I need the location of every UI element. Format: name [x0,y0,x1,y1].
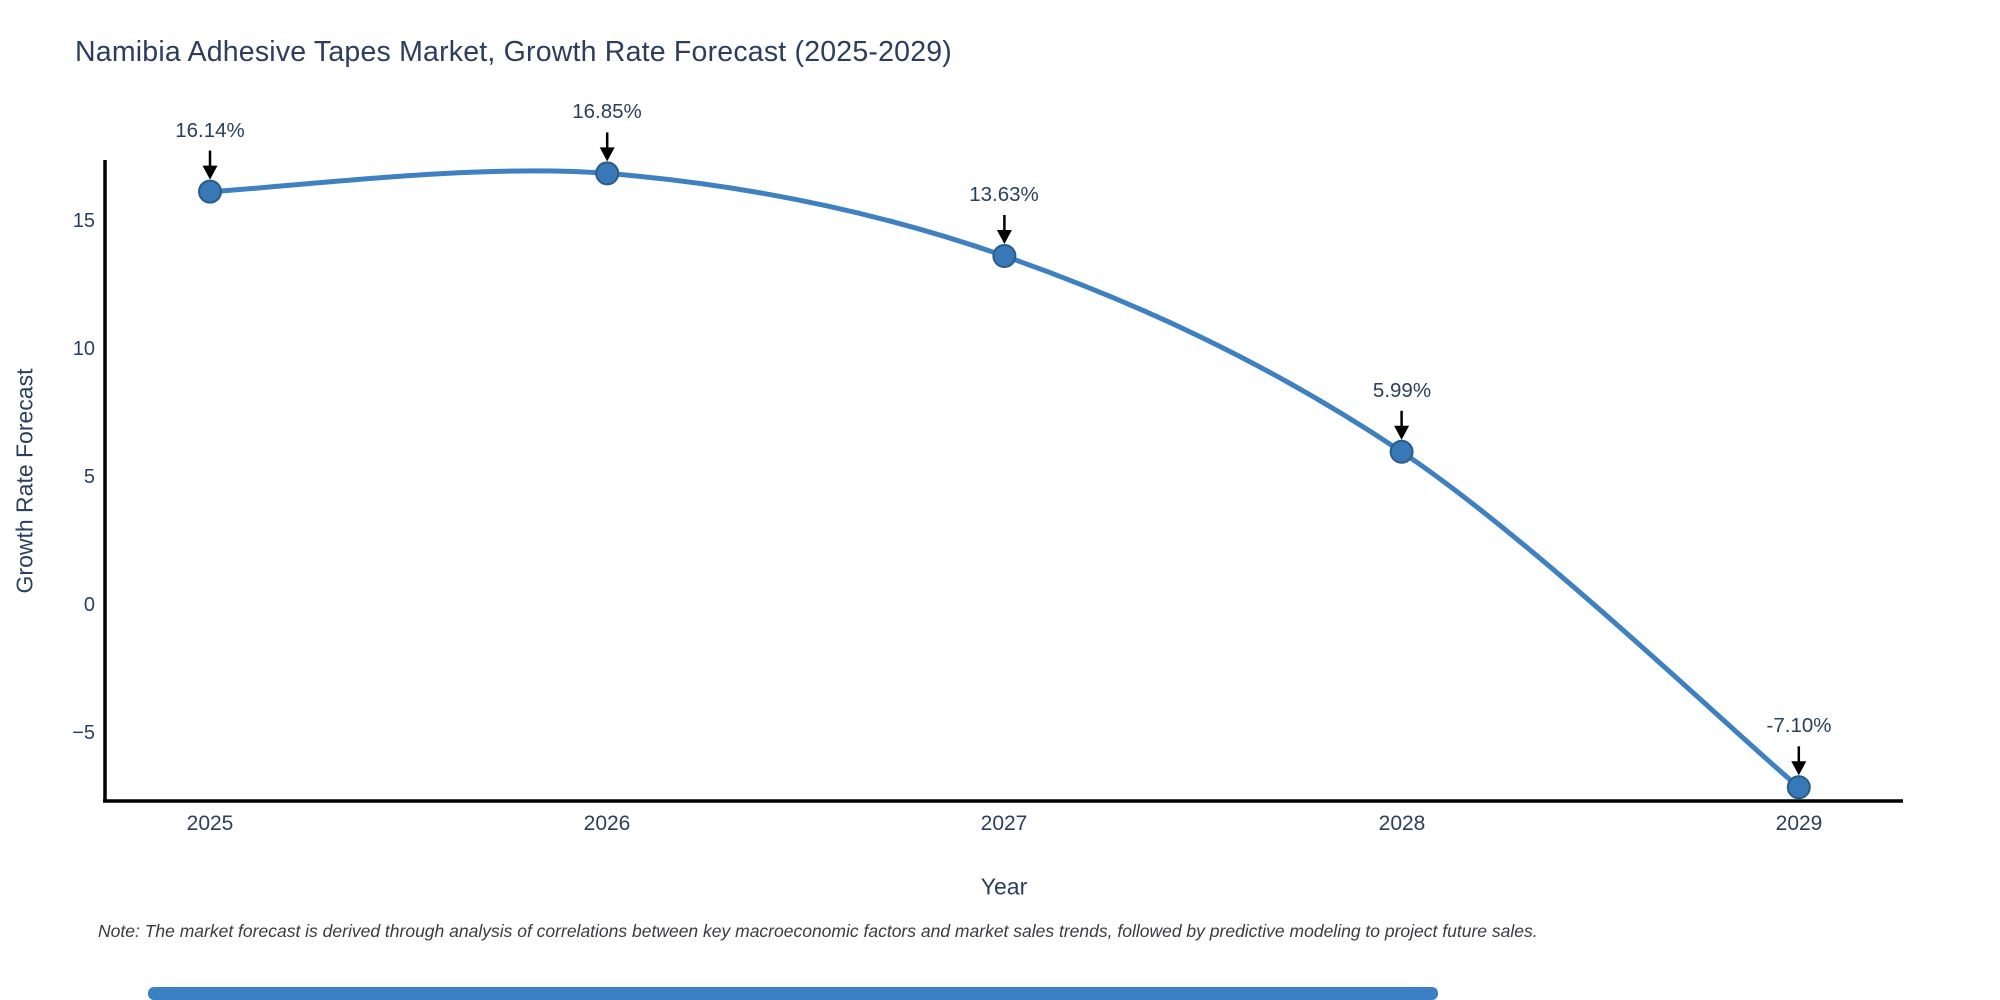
annotation-arrow-head [1791,761,1807,776]
annotation-arrow-head [202,165,218,180]
annotation-arrow-head [1394,425,1410,440]
x-tick-label: 2027 [980,812,1028,835]
data-point-marker-2027[interactable] [992,244,1017,268]
x-tick-label: 2025 [186,812,234,835]
forecast-line [207,168,1802,790]
point-annotation: 16.14% [175,119,245,142]
plot-area[interactable] [105,160,1903,801]
x-axis-title: Year [980,873,1028,900]
data-point-marker-2029[interactable] [1786,775,1811,800]
y-axis-title: Growth Rate Forecast [11,368,38,594]
annotation-arrow-head [599,147,615,162]
x-tick-label: 2029 [1775,812,1823,835]
footnote: Note: The market forecast is derived thr… [98,921,1538,941]
y-tick-label: 10 [72,338,95,360]
data-point-marker-2025[interactable] [198,179,222,204]
chart-title: Namibia Adhesive Tapes Market, Growth Ra… [75,36,952,68]
data-point-marker-2028[interactable] [1389,439,1414,464]
point-annotation: -7.10% [1766,714,1832,737]
y-tick-label: −5 [72,722,95,744]
point-annotation: 13.63% [969,183,1039,206]
annotation-arrow-head [996,230,1012,244]
y-tick-label: 5 [83,466,95,488]
horizontal-scrollbar-thumb[interactable] [148,987,1438,1000]
y-tick-label: 0 [83,594,95,616]
x-tick-label: 2026 [583,812,631,835]
x-tick-label: 2028 [1378,812,1426,835]
point-annotation: 16.85% [572,100,642,123]
point-annotation: 5.99% [1372,379,1432,402]
data-point-marker-2026[interactable] [595,161,620,186]
y-tick-label: 15 [72,210,95,232]
